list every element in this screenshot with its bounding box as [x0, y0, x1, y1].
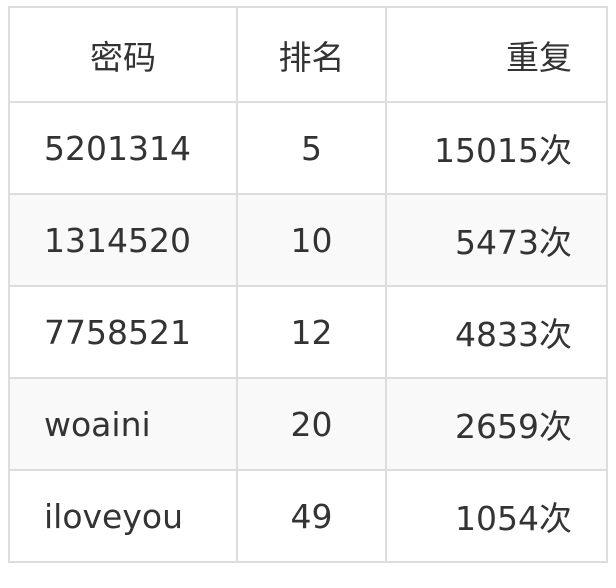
cell-rank: 20	[236, 377, 387, 471]
password-table: 密码 排名 重复 5201314 5 15015次 1314520 10 547…	[8, 6, 608, 563]
header-row: 密码 排名 重复	[8, 6, 608, 103]
table-row: 1314520 10 5473次	[8, 193, 608, 287]
cell-rank: 5	[236, 101, 387, 195]
cell-password: 5201314	[8, 101, 238, 195]
table-row: 7758521 12 4833次	[8, 285, 608, 379]
header-rank: 排名	[236, 6, 387, 103]
cell-password: woaini	[8, 377, 238, 471]
cell-rank: 12	[236, 285, 387, 379]
cell-rank: 10	[236, 193, 387, 287]
header-repeat: 重复	[385, 6, 608, 103]
cell-rank: 49	[236, 469, 387, 563]
cell-repeat: 2659次	[385, 377, 608, 471]
header-password: 密码	[8, 6, 238, 103]
table-row: 5201314 5 15015次	[8, 101, 608, 195]
cell-password: 7758521	[8, 285, 238, 379]
table-row: woaini 20 2659次	[8, 377, 608, 471]
cell-repeat: 15015次	[385, 101, 608, 195]
cell-repeat: 1054次	[385, 469, 608, 563]
table-row: iloveyou 49 1054次	[8, 469, 608, 563]
cell-password: iloveyou	[8, 469, 238, 563]
cell-repeat: 4833次	[385, 285, 608, 379]
cell-repeat: 5473次	[385, 193, 608, 287]
cell-password: 1314520	[8, 193, 238, 287]
